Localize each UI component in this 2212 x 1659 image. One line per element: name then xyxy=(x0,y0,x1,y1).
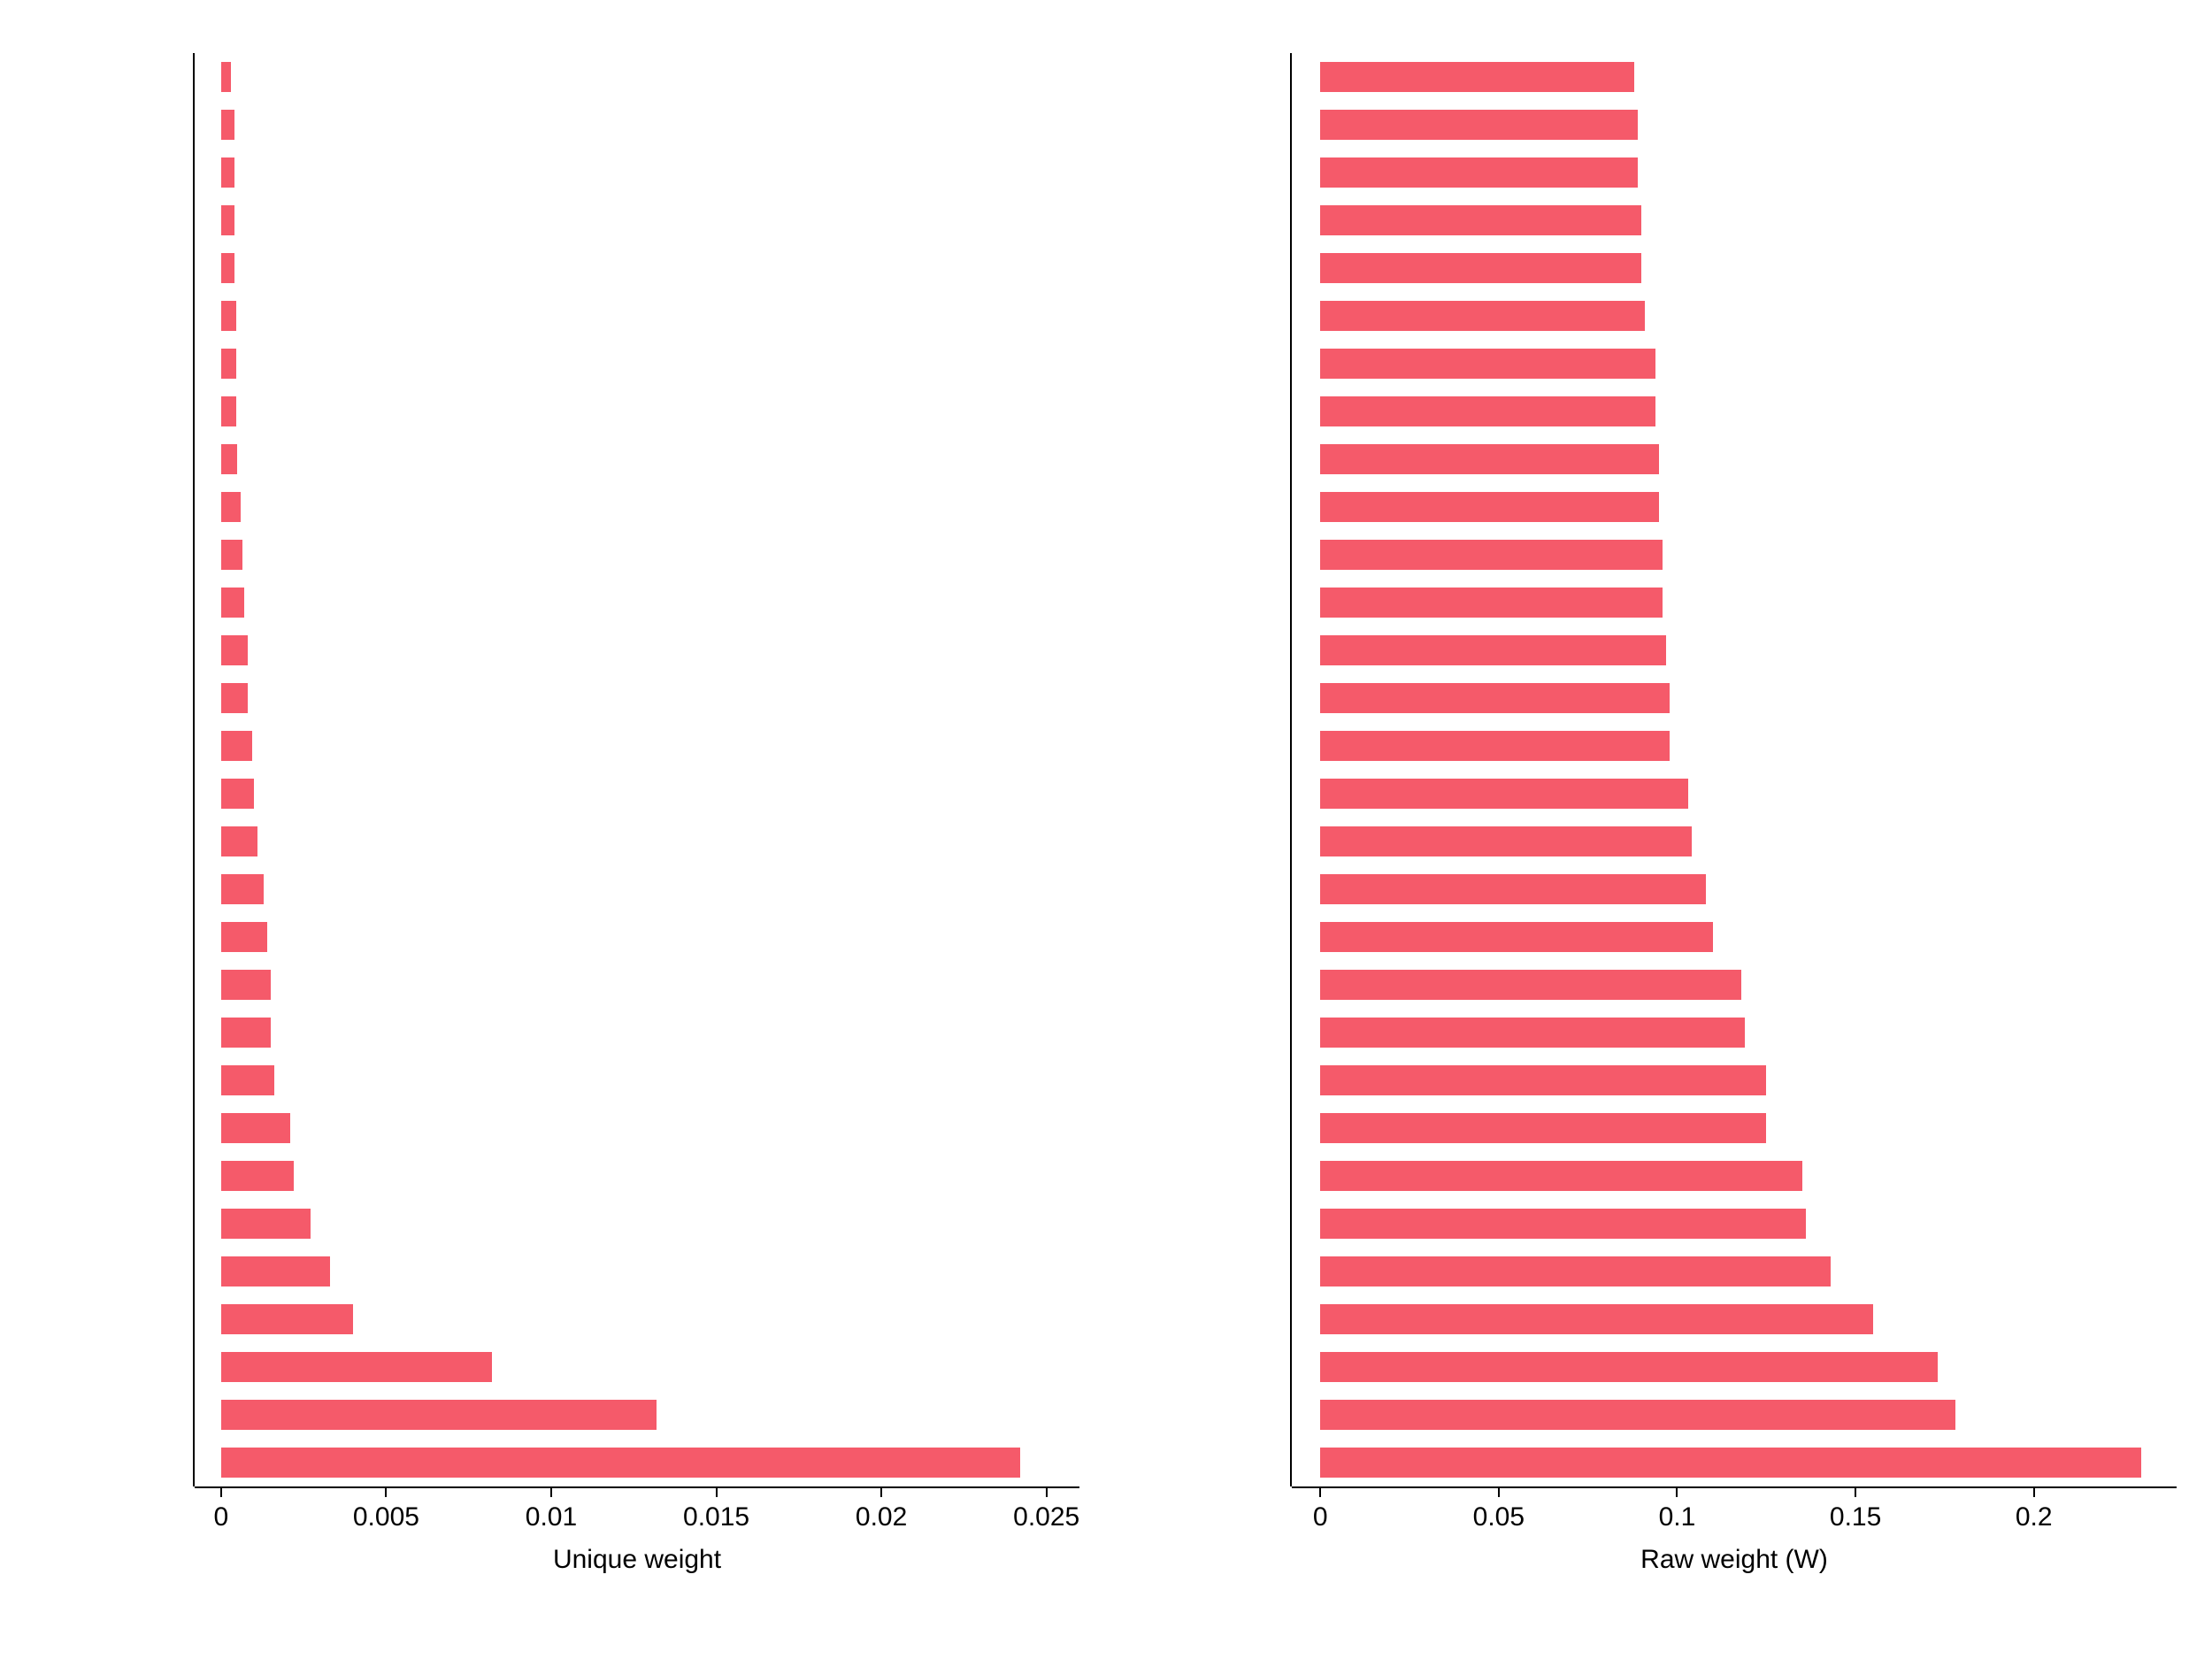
bar xyxy=(1320,635,1666,664)
bar xyxy=(1320,731,1670,760)
bar xyxy=(221,731,252,760)
bar xyxy=(221,1113,290,1142)
x-tick-label: 0.005 xyxy=(353,1502,419,1532)
x-tick-label: 0.05 xyxy=(1473,1502,1525,1532)
x-tick xyxy=(1046,1486,1048,1497)
x-axis-title: Unique weight xyxy=(553,1545,721,1575)
bar xyxy=(1320,444,1659,473)
x-tick xyxy=(1855,1486,1856,1497)
bar xyxy=(1320,349,1655,378)
x-tick-label: 0 xyxy=(214,1502,229,1532)
bar xyxy=(1320,970,1741,999)
bar xyxy=(1320,588,1663,617)
bar xyxy=(1320,157,1638,187)
bar xyxy=(221,1018,271,1047)
bar xyxy=(1320,110,1638,139)
bar xyxy=(1320,205,1641,234)
bar xyxy=(221,157,234,187)
bar xyxy=(221,1256,330,1286)
bar xyxy=(221,1304,353,1333)
bar xyxy=(1320,826,1691,856)
bar xyxy=(221,444,237,473)
y-axis-line xyxy=(193,53,195,1486)
bar xyxy=(1320,683,1670,712)
bar xyxy=(1320,253,1641,282)
x-tick-label: 0.2 xyxy=(2016,1502,2053,1532)
bar xyxy=(221,1209,311,1238)
x-tick-label: 0.02 xyxy=(856,1502,907,1532)
bar xyxy=(1320,1304,1873,1333)
x-tick xyxy=(550,1486,552,1497)
x-tick-label: 0.01 xyxy=(526,1502,577,1532)
x-tick xyxy=(716,1486,718,1497)
x-axis-title: Raw weight (W) xyxy=(1640,1545,1828,1575)
bar xyxy=(221,826,257,856)
y-axis-line xyxy=(1290,53,1292,1486)
bar xyxy=(221,396,236,426)
bar xyxy=(221,1400,657,1429)
x-tick xyxy=(2033,1486,2035,1497)
bar xyxy=(221,588,244,617)
x-tick xyxy=(220,1486,222,1497)
bar xyxy=(1320,1352,1938,1381)
bar xyxy=(221,922,267,951)
bar xyxy=(1320,1448,2140,1477)
bar xyxy=(1320,1400,1955,1429)
bar xyxy=(1320,1161,1801,1190)
x-tick-label: 0 xyxy=(1313,1502,1328,1532)
bar xyxy=(221,1161,294,1190)
bar xyxy=(1320,1065,1766,1094)
x-tick xyxy=(880,1486,882,1497)
bar xyxy=(1320,1018,1745,1047)
x-tick-label: 0.025 xyxy=(1013,1502,1079,1532)
x-tick xyxy=(1319,1486,1321,1497)
bar xyxy=(221,540,242,569)
x-tick-label: 0.1 xyxy=(1659,1502,1696,1532)
bar xyxy=(221,301,236,330)
x-axis-line xyxy=(195,1486,1079,1488)
bar xyxy=(1320,779,1687,808)
bar xyxy=(1320,922,1713,951)
bar xyxy=(221,683,248,712)
bar xyxy=(1320,492,1659,521)
bar xyxy=(221,110,234,139)
bar xyxy=(1320,1209,1805,1238)
bar xyxy=(1320,874,1705,903)
bar xyxy=(221,492,241,521)
x-axis-line xyxy=(1292,1486,2177,1488)
x-tick-label: 0.15 xyxy=(1830,1502,1881,1532)
chart-stage: HSPE1HSPA1BCD44SETALDH1B1CCT4CNIH1ITGA6C… xyxy=(0,0,2212,1659)
bar xyxy=(1320,301,1645,330)
x-tick xyxy=(385,1486,387,1497)
bar xyxy=(1320,1113,1766,1142)
bar xyxy=(221,1352,492,1381)
bar xyxy=(221,635,248,664)
bar xyxy=(1320,396,1655,426)
bar xyxy=(221,874,265,903)
bar xyxy=(1320,62,1634,91)
bar xyxy=(1320,1256,1831,1286)
bar xyxy=(221,349,236,378)
x-tick-label: 0.015 xyxy=(683,1502,749,1532)
bar xyxy=(221,1448,1020,1477)
bar xyxy=(221,253,234,282)
bar xyxy=(221,779,254,808)
bar xyxy=(1320,540,1663,569)
bar xyxy=(221,970,271,999)
bar xyxy=(221,1065,274,1094)
bar xyxy=(221,62,231,91)
bar xyxy=(221,205,234,234)
x-tick xyxy=(1676,1486,1678,1497)
x-tick xyxy=(1498,1486,1500,1497)
